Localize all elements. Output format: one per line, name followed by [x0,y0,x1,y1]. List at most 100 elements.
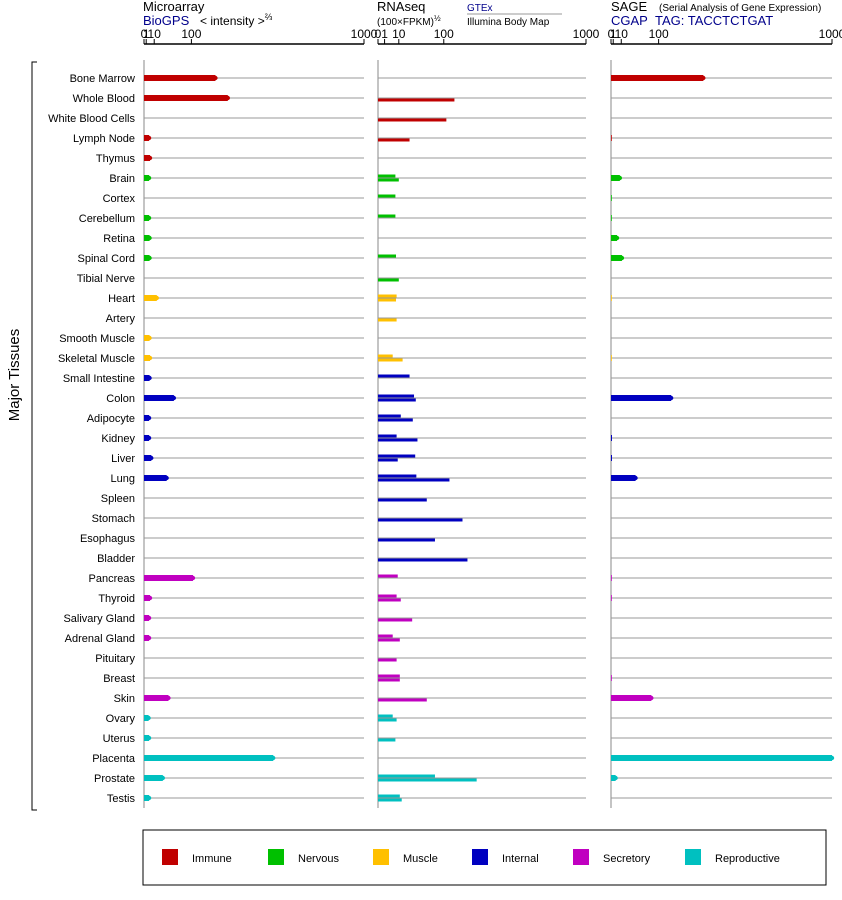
sage-bar-cap [829,755,835,761]
microarray-tick-label: 1 [143,27,150,41]
tissue-label: Spinal Cord [78,253,135,265]
microarray-bar-cap [146,735,152,741]
rnaseq-bar [378,558,468,562]
rnaseq-unit-exp: ½ [434,14,441,23]
tissue-label: Pancreas [89,573,136,585]
rnaseq-bar [378,518,463,522]
legend-swatch [373,849,389,865]
microarray-source: BioGPS [143,13,190,28]
microarray-tick-label: 100 [181,27,201,41]
microarray-bar [144,475,167,481]
microarray-bar [144,155,150,161]
microarray-tick-label: 10 [148,27,162,41]
rnaseq-bar [378,778,477,782]
legend-swatch [573,849,589,865]
y-group-label: Major Tissues [6,329,23,422]
microarray-bar-cap [270,755,276,761]
rnaseq-bar [378,434,397,438]
sage-tick-label: 10 [615,27,629,41]
sage-bar [611,575,612,581]
rnaseq-bar [378,794,400,798]
microarray-bar [144,595,150,601]
microarray-bar [144,75,216,81]
microarray-bar-cap [147,155,153,161]
rnaseq-tick-label: 1000 [573,27,600,41]
tissue-label: Spleen [101,493,135,505]
microarray-bar-cap [166,695,171,701]
microarray-bar [144,395,174,401]
microarray-bar [144,455,152,461]
rnaseq-bar [378,798,402,802]
tissue-label: Breast [103,673,135,685]
rnaseq-bar [378,698,427,702]
sage-bar [611,595,612,601]
tissue-label: Kidney [101,433,135,445]
microarray-bar-cap [164,475,169,481]
rnaseq-tick-label: 100 [434,27,454,41]
tissue-label: Uterus [103,733,136,745]
microarray-bar-cap [147,255,152,261]
sage-tick-label: 0 [608,27,615,41]
tissue-label: Placenta [92,753,136,765]
microarray-bar-cap [147,235,152,241]
legend-label: Immune [192,853,232,865]
rnaseq-bar [378,498,427,502]
tissue-label: Bone Marrow [70,73,135,85]
tissue-label: Cortex [103,193,136,205]
tissue-label: Heart [108,293,135,305]
microarray-tick-label: 1000 [351,27,378,41]
rnaseq-source-illumina: Illumina Body Map [467,17,550,28]
sage-tick-label: 1000 [819,27,842,41]
microarray-bar [144,95,228,101]
microarray-bar [144,175,150,181]
tissue-label: Thyroid [98,593,135,605]
rnaseq-bar [378,594,397,598]
microarray-bar-cap [146,615,152,621]
tissue-label: Colon [106,393,135,405]
sage-bar [611,455,612,461]
sage-bar [611,75,704,81]
sage-tick-label: 100 [649,27,669,41]
sage-bar [611,475,636,481]
rnaseq-bar [378,414,401,418]
rnaseq-bar [378,454,416,458]
rnaseq-bar [378,418,413,422]
tissue-label: White Blood Cells [48,113,135,125]
sage-bar [611,755,832,761]
tissue-label: Whole Blood [73,93,135,105]
tissue-label: Adipocyte [87,413,135,425]
microarray-bar-cap [154,295,159,301]
sage-source: CGAP [611,13,648,28]
microarray-bar [144,295,157,301]
rnaseq-bar [378,194,396,198]
microarray-bar [144,575,193,581]
microarray-bar-cap [146,175,152,181]
rnaseq-source-gtex: GTEx [467,3,493,14]
rnaseq-tick-label: 1 [381,27,388,41]
panels: 011010010000110100100001101001000Bone Ma… [48,27,842,808]
tissue-label: Bladder [97,553,135,565]
rnaseq-tick-label: 10 [392,27,406,41]
rnaseq-bar [378,394,415,398]
microarray-unit-text: < intensity > [200,14,265,28]
sage-bar-cap [649,695,654,701]
rnaseq-bar [378,674,400,678]
sage-bar [611,435,612,441]
legend-swatch [268,849,284,865]
rnaseq-bar [378,178,399,182]
sage-subtitle: (Serial Analysis of Gene Expression) [659,3,821,14]
tissue-label: Liver [111,453,135,465]
tissue-label: Ovary [106,713,136,725]
rnaseq-bar [378,278,399,282]
microarray-bar [144,635,150,641]
microarray-bar-cap [149,455,154,461]
microarray-bar [144,795,150,801]
sage-bar [611,775,616,781]
sage-bar [611,195,612,201]
microarray-bar [144,375,150,381]
sage-bar [611,295,612,301]
legend-label: Internal [502,853,539,865]
rnaseq-bar [378,438,418,442]
sage-bar-cap [613,775,618,781]
microarray-bar [144,415,150,421]
